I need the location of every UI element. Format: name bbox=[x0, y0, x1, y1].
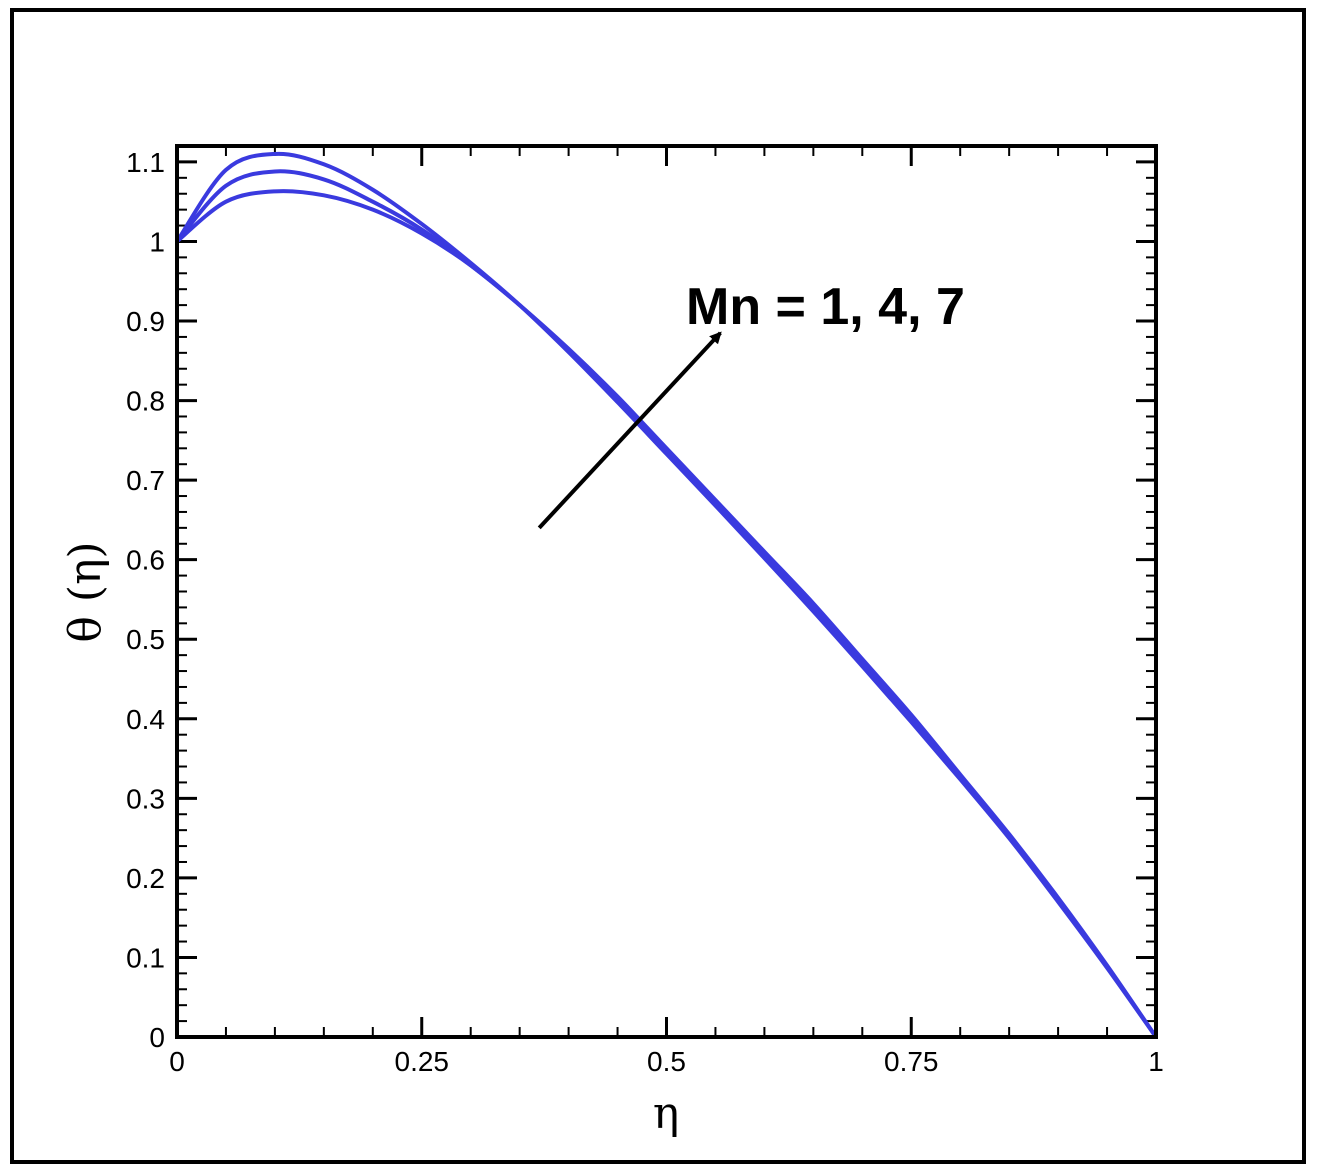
y-tick-label: 0.1 bbox=[126, 942, 165, 973]
annotation-label: Mn = 1, 4, 7 bbox=[686, 278, 965, 336]
y-tick-label: 0.8 bbox=[126, 386, 165, 417]
series-line-3 bbox=[175, 151, 1158, 1039]
y-tick-label: 1 bbox=[149, 226, 165, 257]
x-tick-label: 0 bbox=[169, 1046, 185, 1077]
x-tick-label: 0.75 bbox=[884, 1046, 939, 1077]
x-tick-label: 0.25 bbox=[395, 1046, 450, 1077]
x-tick-label: 0.5 bbox=[647, 1046, 686, 1077]
series-line-2 bbox=[175, 169, 1158, 1039]
y-tick-label: 0.5 bbox=[126, 624, 165, 655]
annotation-arrow bbox=[537, 331, 722, 530]
y-tick-label: 1.1 bbox=[126, 147, 165, 178]
y-axis-title: θ (η) bbox=[60, 541, 111, 642]
x-tick-label: 1 bbox=[1148, 1046, 1164, 1077]
y-tick-label: 0.2 bbox=[126, 863, 165, 894]
plot-area-border bbox=[175, 144, 1158, 1039]
y-tick-label: 0.3 bbox=[126, 783, 165, 814]
y-tick-label: 0.7 bbox=[126, 465, 165, 496]
y-tick-label: 0.4 bbox=[126, 704, 165, 735]
y-tick-label: 0.6 bbox=[126, 545, 165, 576]
x-axis-title: η bbox=[653, 1088, 679, 1139]
y-tick-label: 0.9 bbox=[126, 306, 165, 337]
y-tick-label: 0 bbox=[149, 1022, 165, 1053]
series-line-1 bbox=[175, 189, 1158, 1039]
